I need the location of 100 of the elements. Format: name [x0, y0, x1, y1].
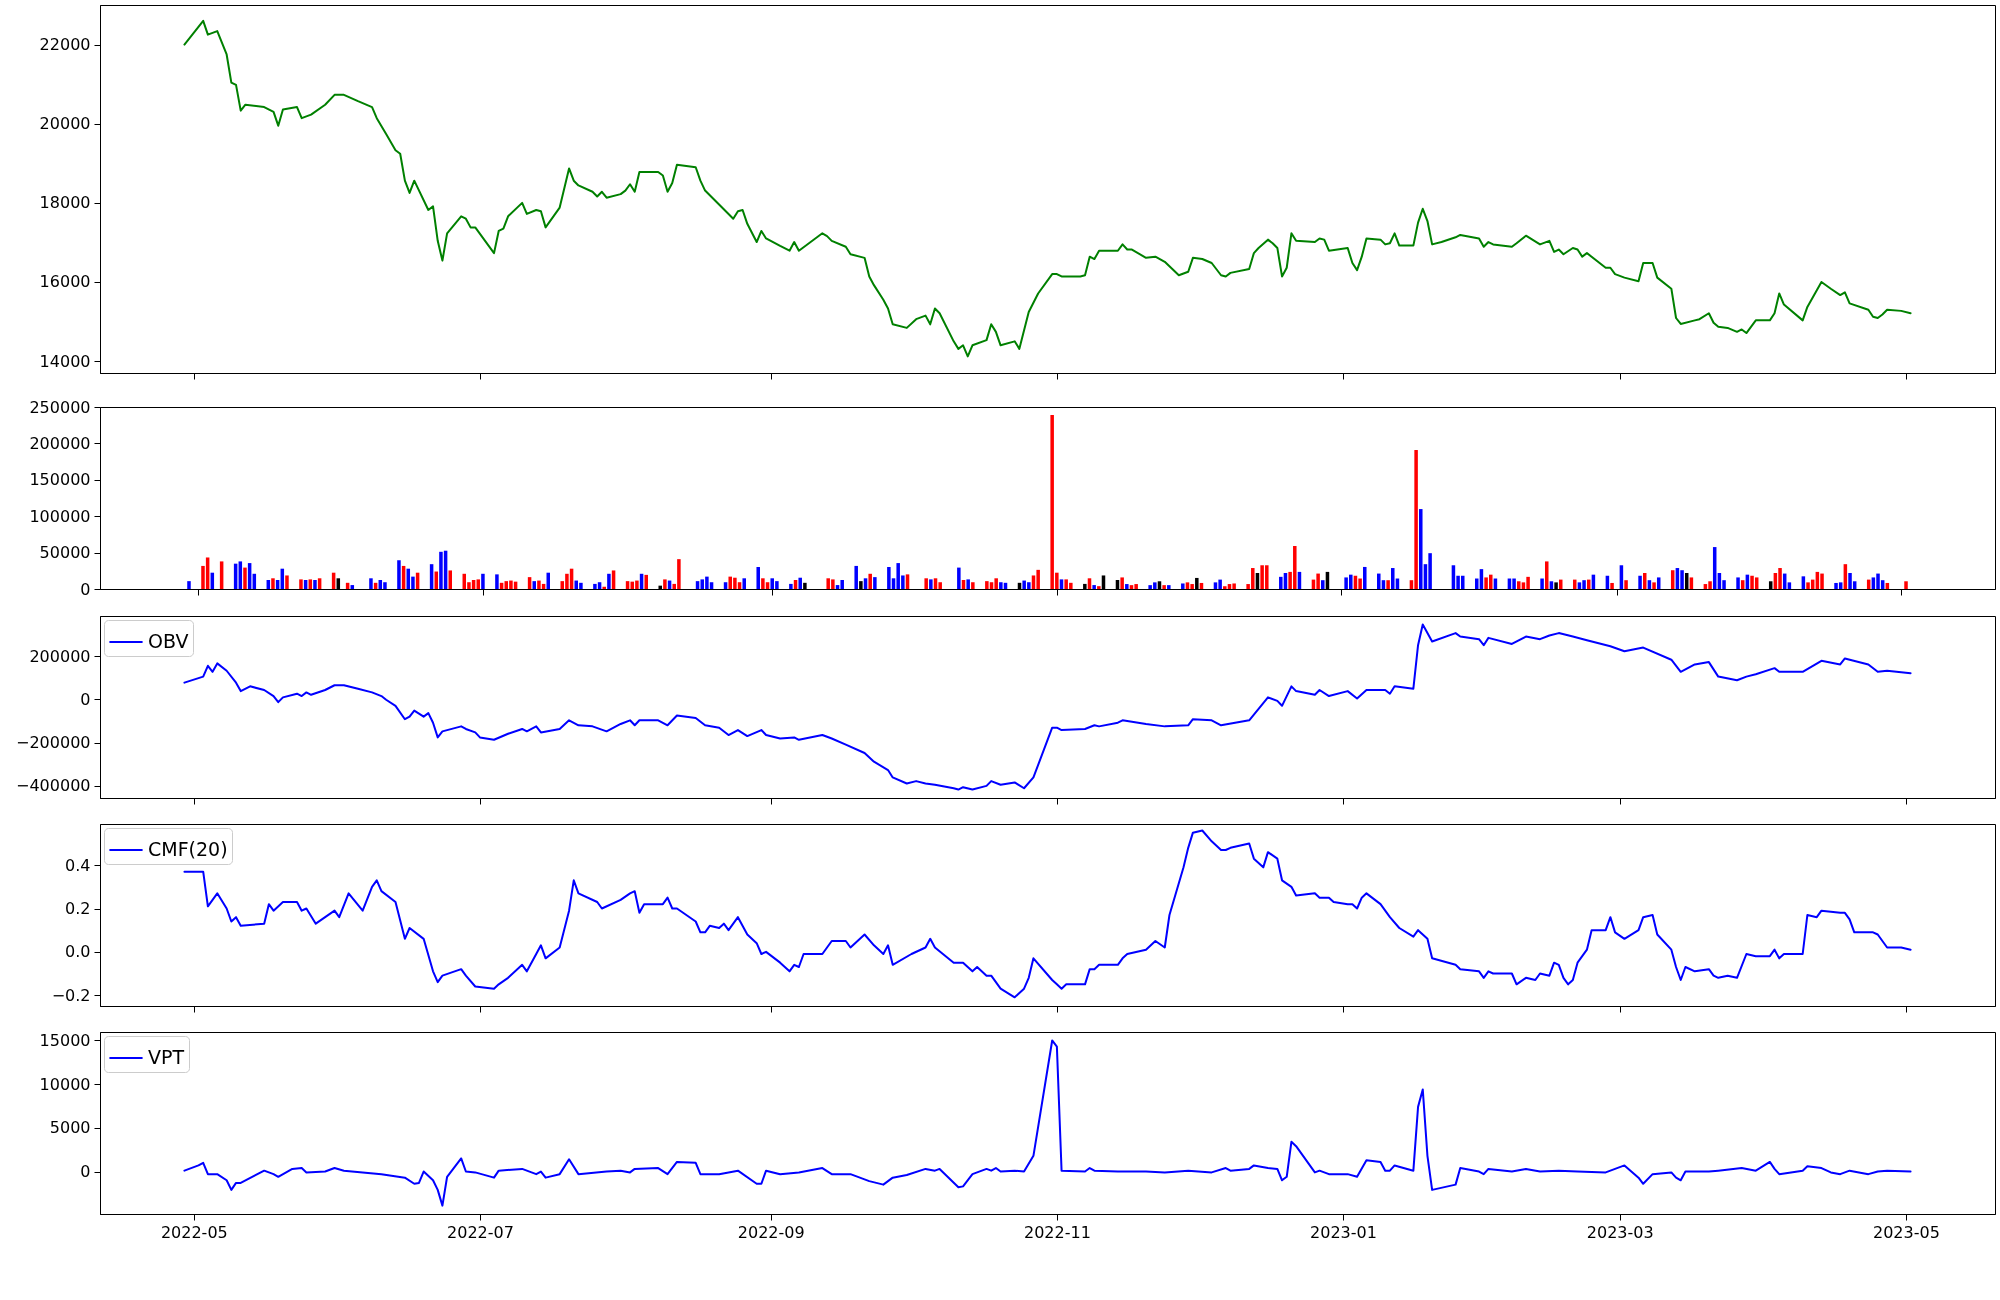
- y-tick-label: 18000: [39, 193, 91, 213]
- bar: [929, 579, 933, 589]
- bar: [509, 580, 513, 589]
- y-tick-label: −400000: [16, 776, 91, 796]
- legend-label: CMF(20): [148, 838, 228, 860]
- bar: [1544, 561, 1549, 589]
- x-tick-label: 2023-03: [1586, 1222, 1654, 1242]
- y-tick-label: 100000: [29, 506, 91, 526]
- bar: [873, 577, 877, 589]
- bar: [1213, 582, 1218, 589]
- bar: [1181, 583, 1185, 589]
- x-tick-label: 2023-01: [1310, 1222, 1377, 1242]
- bar: [1190, 584, 1194, 589]
- bar: [1708, 581, 1712, 589]
- y-tick-label: 16000: [39, 272, 91, 292]
- bar: [313, 579, 317, 589]
- bar: [985, 581, 989, 589]
- bar: [1652, 582, 1656, 589]
- y-tick-label: 10000: [39, 1074, 91, 1094]
- bar: [798, 577, 802, 589]
- bar: [1419, 509, 1423, 589]
- bar: [644, 574, 648, 589]
- bar: [994, 578, 998, 589]
- bar: [1750, 575, 1754, 589]
- bar: [1391, 568, 1395, 589]
- bar: [593, 583, 597, 589]
- bar: [1806, 582, 1810, 589]
- bar: [1638, 575, 1642, 589]
- bar: [1377, 573, 1381, 589]
- bar: [1848, 572, 1852, 589]
- bar: [663, 579, 667, 589]
- bar: [383, 582, 387, 589]
- legend-label: VPT: [148, 1046, 185, 1068]
- bar: [546, 572, 551, 589]
- line-series: [183, 19, 1912, 358]
- bar: [1736, 577, 1740, 589]
- legend-label: OBV: [148, 630, 189, 652]
- bar: [887, 567, 891, 589]
- bar: [1582, 580, 1586, 589]
- bar: [602, 586, 606, 589]
- bar: [607, 573, 611, 589]
- bar: [938, 582, 942, 589]
- bar: [1218, 579, 1222, 589]
- bar: [187, 581, 191, 589]
- line-series: [183, 1039, 1912, 1207]
- bar: [1904, 581, 1908, 589]
- bar: [1120, 577, 1124, 589]
- bar: [397, 560, 401, 589]
- bar: [1414, 450, 1418, 589]
- bar: [495, 574, 499, 589]
- bar: [1358, 578, 1362, 589]
- bar: [271, 578, 275, 589]
- bar: [1316, 573, 1320, 589]
- bar: [532, 581, 537, 589]
- y-tick-label: 50000: [39, 543, 91, 563]
- bar: [840, 579, 844, 589]
- bar: [756, 567, 760, 589]
- y-tick-label: 200000: [29, 646, 91, 666]
- bar: [1558, 579, 1563, 589]
- bar: [1526, 576, 1530, 589]
- bar: [999, 582, 1003, 589]
- y-tick-label: 15000: [39, 1030, 91, 1050]
- y-tick-label: 5000: [49, 1118, 91, 1138]
- bar: [574, 580, 579, 589]
- y-tick-label: −0.2: [51, 985, 91, 1005]
- bar: [369, 578, 373, 589]
- bar: [971, 582, 975, 589]
- bar: [1092, 585, 1096, 589]
- bar: [1876, 573, 1880, 589]
- bar: [854, 565, 858, 589]
- bar: [789, 583, 793, 589]
- y-tick-label: 20000: [39, 114, 91, 134]
- bar: [1321, 580, 1325, 589]
- y-tick-label: 0: [80, 579, 91, 599]
- bar: [1540, 578, 1544, 589]
- bar: [1516, 581, 1521, 589]
- bar: [299, 579, 303, 589]
- y-tick-label: 0: [80, 1162, 91, 1182]
- y-tick-label: 0: [80, 689, 91, 709]
- y-tick-label: 250000: [29, 397, 91, 417]
- bar: [1577, 582, 1582, 589]
- bar: [1162, 585, 1166, 589]
- x-tick-label: 2022-09: [737, 1222, 805, 1242]
- bar: [966, 579, 970, 589]
- bar: [1363, 566, 1367, 589]
- bar: [1134, 584, 1138, 589]
- bar: [537, 580, 541, 589]
- x-tick-label: 2023-05: [1872, 1222, 1940, 1242]
- bar: [1097, 586, 1101, 589]
- bar: [1624, 580, 1628, 589]
- y-tick-label: 0.2: [65, 899, 91, 918]
- bar: [1820, 573, 1824, 589]
- y-tick-label: 14000: [39, 351, 91, 371]
- bar: [924, 578, 928, 589]
- bar: [1428, 553, 1432, 589]
- bar: [1778, 568, 1782, 589]
- bar: [1512, 578, 1516, 589]
- bar: [1232, 583, 1236, 589]
- x-tick-label: 2022-05: [160, 1222, 228, 1242]
- y-tick-label: 0.0: [65, 942, 91, 962]
